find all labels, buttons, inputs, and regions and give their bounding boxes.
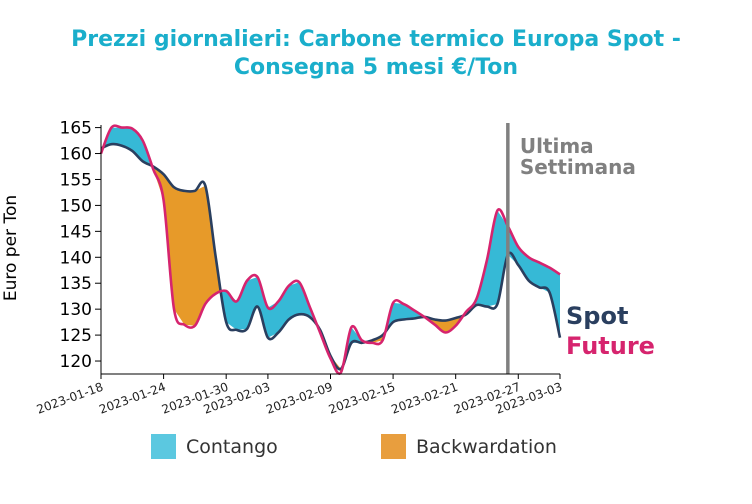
contango-fill — [221, 276, 318, 338]
chart-title-line2: Consegna 5 mesi €/Ton — [234, 55, 518, 80]
backwardation-fill — [367, 332, 385, 343]
end-label-future: Future — [566, 332, 655, 360]
backwardation-fill — [152, 165, 222, 326]
chart-title-line1: Prezzi giornalieri: Carbone termico Euro… — [71, 27, 681, 52]
legend-label-backwardation: Backwardation — [416, 436, 557, 458]
annotation-line: Ultima — [520, 134, 594, 158]
y-tick-label: 130 — [60, 300, 92, 320]
spread-fills — [101, 127, 560, 373]
series-line-future — [99, 124, 561, 375]
x-tick-label: 2023-01-18 — [35, 380, 105, 417]
y-tick-label: 120 — [60, 352, 92, 372]
y-tick-label: 135 — [60, 274, 92, 294]
annotation-line: Settimana — [520, 155, 636, 179]
x-tick-label: 2023-02-21 — [389, 380, 459, 417]
series-lines — [99, 123, 562, 375]
y-tick-label: 125 — [60, 326, 92, 346]
legend-swatch-backwardation — [381, 434, 406, 459]
legend-swatch-contango — [151, 434, 176, 459]
legend: Contango Backwardation — [151, 434, 557, 459]
contango-fill — [384, 302, 425, 333]
x-tick-label: 2023-02-15 — [327, 380, 397, 417]
y-tick-label: 155 — [60, 170, 92, 190]
y-axis-label: Euro per Ton — [1, 195, 21, 301]
y-tick-label: 160 — [60, 145, 92, 165]
x-tick-label: 2023-02-09 — [264, 380, 334, 417]
contango-fill — [463, 210, 560, 338]
x-tick-label: 2023-01-24 — [97, 380, 167, 417]
end-label-spot: Spot — [566, 302, 628, 330]
legend-label-contango: Contango — [186, 436, 278, 458]
y-tick-label: 150 — [60, 196, 92, 216]
y-tick-label: 145 — [60, 222, 92, 242]
y-tick-label: 140 — [60, 248, 92, 268]
y-tick-label: 165 — [60, 119, 92, 139]
